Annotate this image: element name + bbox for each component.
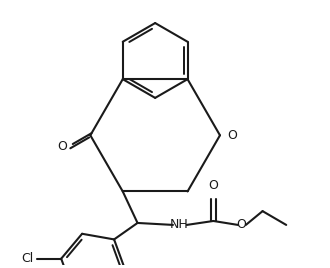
Text: O: O — [57, 140, 67, 153]
Text: O: O — [209, 179, 218, 192]
Text: O: O — [227, 129, 237, 142]
Text: Cl: Cl — [21, 252, 34, 265]
Text: NH: NH — [170, 218, 188, 232]
Text: O: O — [236, 218, 246, 232]
